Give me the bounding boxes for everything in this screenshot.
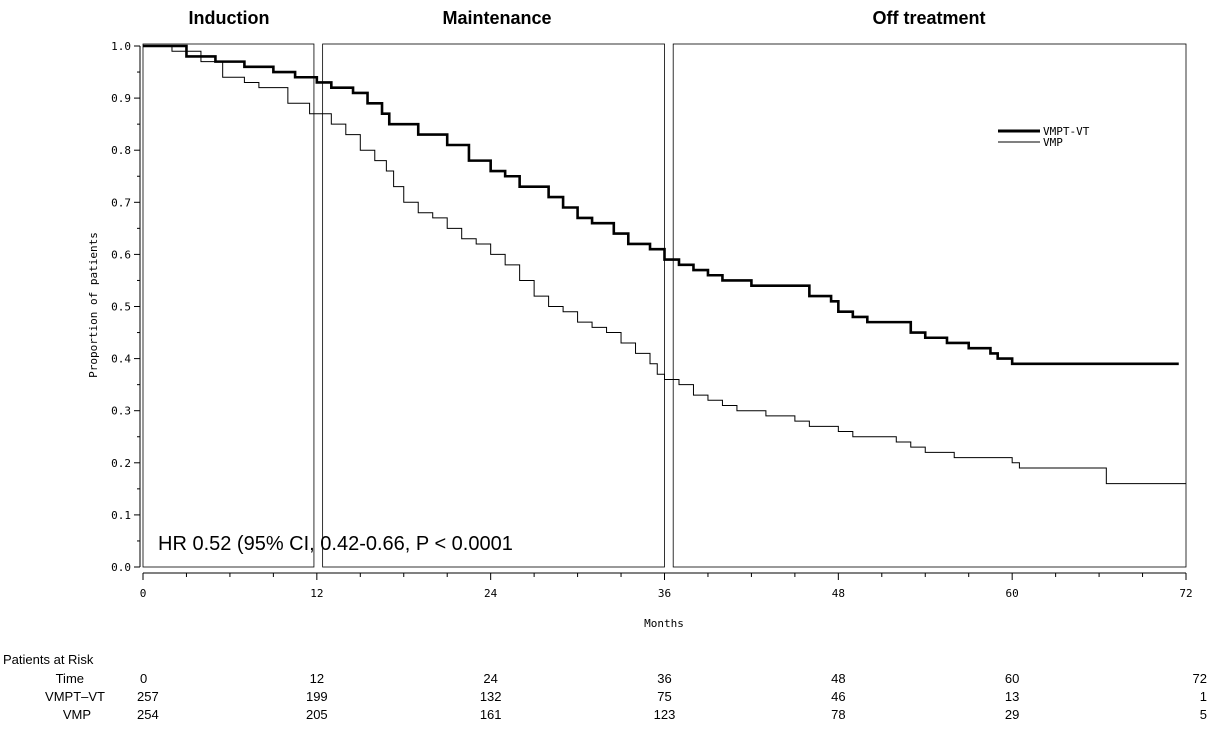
phase-label-induction: Induction — [189, 8, 270, 28]
phase-box — [672, 43, 1187, 568]
risk-time-value: 48 — [831, 671, 845, 686]
risk-count-value: 257 — [137, 689, 159, 704]
risk-table-header: Patients at Risk — [3, 652, 94, 667]
series-line-vmp — [143, 45, 1186, 485]
y-tick-label: 0.0 — [111, 561, 131, 574]
risk-count-value: 161 — [480, 707, 502, 722]
x-tick-label: 12 — [310, 587, 323, 600]
risk-count-value: 5 — [1200, 707, 1207, 722]
x-tick-label: 72 — [1179, 587, 1192, 600]
y-tick-label: 0.5 — [111, 301, 131, 314]
phase-label-off-treatment: Off treatment — [872, 8, 985, 28]
phase-box — [322, 43, 665, 568]
risk-count-value: 205 — [306, 707, 328, 722]
x-tick-label: 60 — [1006, 587, 1019, 600]
x-tick-label: 0 — [140, 587, 147, 600]
risk-time-value: 12 — [310, 671, 324, 686]
y-tick-label: 1.0 — [111, 40, 131, 53]
legend-label-vmpt-vt: VMPT-VT — [1043, 125, 1090, 138]
y-tick-label: 0.1 — [111, 509, 131, 522]
risk-count-value: 29 — [1005, 707, 1019, 722]
risk-table: Patients at Risk Time VMPT–VT VMP 0 12 24 3… — [3, 652, 1207, 722]
phase-label-maintenance: Maintenance — [442, 8, 551, 28]
risk-count-value: 132 — [480, 689, 502, 704]
phase-box — [142, 43, 315, 568]
risk-count-value: 1 — [1200, 689, 1207, 704]
risk-time-value: 36 — [657, 671, 671, 686]
risk-count-value: 254 — [137, 707, 159, 722]
y-tick-label: 0.2 — [111, 457, 131, 470]
y-tick-label: 0.8 — [111, 144, 131, 157]
y-tick-label: 0.4 — [111, 353, 131, 366]
y-tick-label: 0.9 — [111, 92, 131, 105]
y-tick-label: 0.3 — [111, 405, 131, 418]
risk-count-value: 199 — [306, 689, 328, 704]
x-tick-label: 36 — [658, 587, 671, 600]
x-tick-label: 24 — [484, 587, 498, 600]
risk-count-value: 78 — [831, 707, 845, 722]
risk-time-value: 60 — [1005, 671, 1019, 686]
phase-boxes — [142, 43, 1187, 568]
x-axis: 0 12 24 36 48 60 72 — [140, 572, 1193, 600]
y-axis-title: Proportion of patients — [87, 232, 100, 378]
risk-time-value: 24 — [483, 671, 497, 686]
x-axis-title: Months — [644, 617, 684, 630]
risk-count-value: 46 — [831, 689, 845, 704]
hazard-ratio-annotation: HR 0.52 (95% CI, 0.42-0.66, P < 0.0001 — [158, 533, 513, 555]
y-tick-label: 0.7 — [111, 196, 131, 209]
risk-time-label: Time — [56, 671, 84, 686]
risk-count-value: 75 — [657, 689, 671, 704]
legend-label-vmp: VMP — [1043, 136, 1063, 149]
x-tick-label: 48 — [832, 587, 845, 600]
risk-time-value: 72 — [1193, 671, 1207, 686]
y-tick-label: 0.6 — [111, 248, 131, 261]
survival-curves — [143, 44, 1186, 485]
risk-row-label: VMPT–VT — [45, 689, 105, 704]
risk-row-label: VMP — [63, 707, 91, 722]
risk-time-value: 0 — [140, 671, 147, 686]
series-line-vmpt-vt — [143, 44, 1179, 366]
y-axis: 0.0 0.1 0.2 0.3 0.4 0.5 0.6 0.7 0.8 0.9 1.0 — [111, 40, 141, 574]
risk-count-value: 123 — [654, 707, 676, 722]
legend: VMPT-VT VMP — [998, 125, 1090, 149]
risk-count-value: 13 — [1005, 689, 1019, 704]
